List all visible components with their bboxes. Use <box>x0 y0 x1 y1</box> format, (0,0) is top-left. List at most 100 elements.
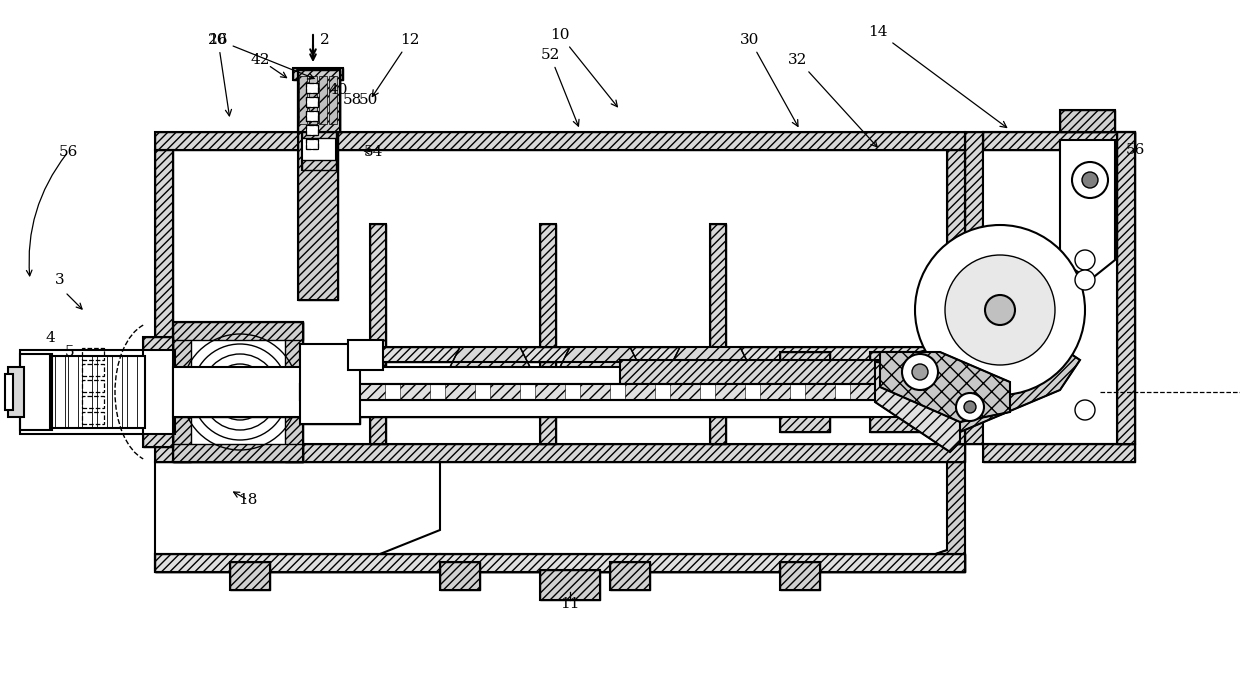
Bar <box>155 554 440 572</box>
Bar <box>306 125 317 135</box>
Bar <box>143 337 174 447</box>
Polygon shape <box>155 462 440 570</box>
Circle shape <box>915 225 1085 395</box>
Bar <box>155 444 965 462</box>
Bar <box>965 132 983 444</box>
Polygon shape <box>1060 110 1115 132</box>
Bar <box>401 384 430 400</box>
Bar <box>126 356 136 428</box>
Bar <box>370 224 386 444</box>
Text: 52: 52 <box>541 48 579 126</box>
Bar <box>1117 132 1135 444</box>
Bar <box>306 83 317 93</box>
Bar <box>306 97 317 107</box>
Bar <box>539 570 600 600</box>
Bar <box>155 150 174 444</box>
Bar <box>174 409 993 417</box>
Circle shape <box>901 354 937 390</box>
Bar <box>300 360 360 374</box>
Bar <box>155 132 965 150</box>
Bar <box>440 554 965 572</box>
Bar <box>310 384 340 400</box>
Bar <box>534 384 565 400</box>
Bar <box>298 70 339 300</box>
Bar <box>82 364 104 376</box>
Circle shape <box>795 382 815 402</box>
Bar <box>849 384 880 400</box>
Text: 42: 42 <box>250 53 270 67</box>
Bar <box>780 562 820 590</box>
Bar <box>285 322 303 462</box>
Bar <box>539 224 556 444</box>
Bar <box>711 224 725 444</box>
Bar <box>97 356 107 428</box>
Bar <box>299 76 308 124</box>
Bar <box>174 444 303 462</box>
Polygon shape <box>900 320 1080 432</box>
Bar <box>174 322 303 462</box>
Text: 11: 11 <box>560 597 580 611</box>
Bar <box>300 384 994 400</box>
Bar <box>870 352 920 432</box>
Bar <box>293 68 343 80</box>
Bar <box>805 384 835 400</box>
Bar <box>298 70 339 300</box>
Bar <box>947 150 965 444</box>
Bar <box>306 83 317 93</box>
Bar <box>174 367 993 417</box>
Bar <box>174 367 993 375</box>
Bar <box>68 356 78 428</box>
Circle shape <box>782 370 827 414</box>
Bar <box>983 132 1135 150</box>
Polygon shape <box>875 362 960 452</box>
Bar <box>445 384 475 400</box>
Bar <box>306 139 317 149</box>
Text: 18: 18 <box>238 493 258 507</box>
Bar <box>298 70 340 132</box>
Text: 20: 20 <box>208 33 314 79</box>
Circle shape <box>963 401 976 413</box>
Bar <box>940 384 970 400</box>
Bar <box>895 384 925 400</box>
Text: 3: 3 <box>56 273 64 287</box>
Bar <box>780 562 820 590</box>
Bar <box>68 356 78 428</box>
Bar <box>539 570 600 600</box>
Bar <box>610 562 650 590</box>
Bar <box>300 384 994 400</box>
Bar <box>490 384 520 400</box>
Bar <box>348 362 383 370</box>
Circle shape <box>1083 172 1097 188</box>
Bar <box>155 444 965 462</box>
Bar <box>174 322 303 462</box>
Bar <box>965 132 983 444</box>
Bar <box>309 76 317 124</box>
Bar <box>126 356 136 428</box>
Bar <box>298 70 340 132</box>
Bar <box>370 224 386 444</box>
Text: 56: 56 <box>1126 143 1145 157</box>
Bar <box>440 562 480 590</box>
Text: 2: 2 <box>320 33 330 47</box>
Text: 50: 50 <box>358 93 378 107</box>
Bar <box>780 352 830 432</box>
Bar <box>306 139 317 149</box>
Bar <box>983 132 1135 444</box>
Text: 10: 10 <box>551 28 618 106</box>
Bar <box>983 444 1135 462</box>
Bar <box>155 150 174 444</box>
Text: 4: 4 <box>45 331 55 345</box>
Bar <box>7 367 24 417</box>
Bar <box>780 352 830 432</box>
Bar <box>319 76 327 124</box>
Bar <box>55 356 64 428</box>
Bar <box>20 350 175 434</box>
Bar <box>300 344 360 424</box>
Bar <box>82 356 92 428</box>
Circle shape <box>885 382 905 402</box>
Text: 56: 56 <box>58 145 78 159</box>
Text: 58: 58 <box>342 93 362 107</box>
Bar <box>306 125 317 135</box>
Circle shape <box>945 255 1055 365</box>
Bar <box>983 444 1135 462</box>
